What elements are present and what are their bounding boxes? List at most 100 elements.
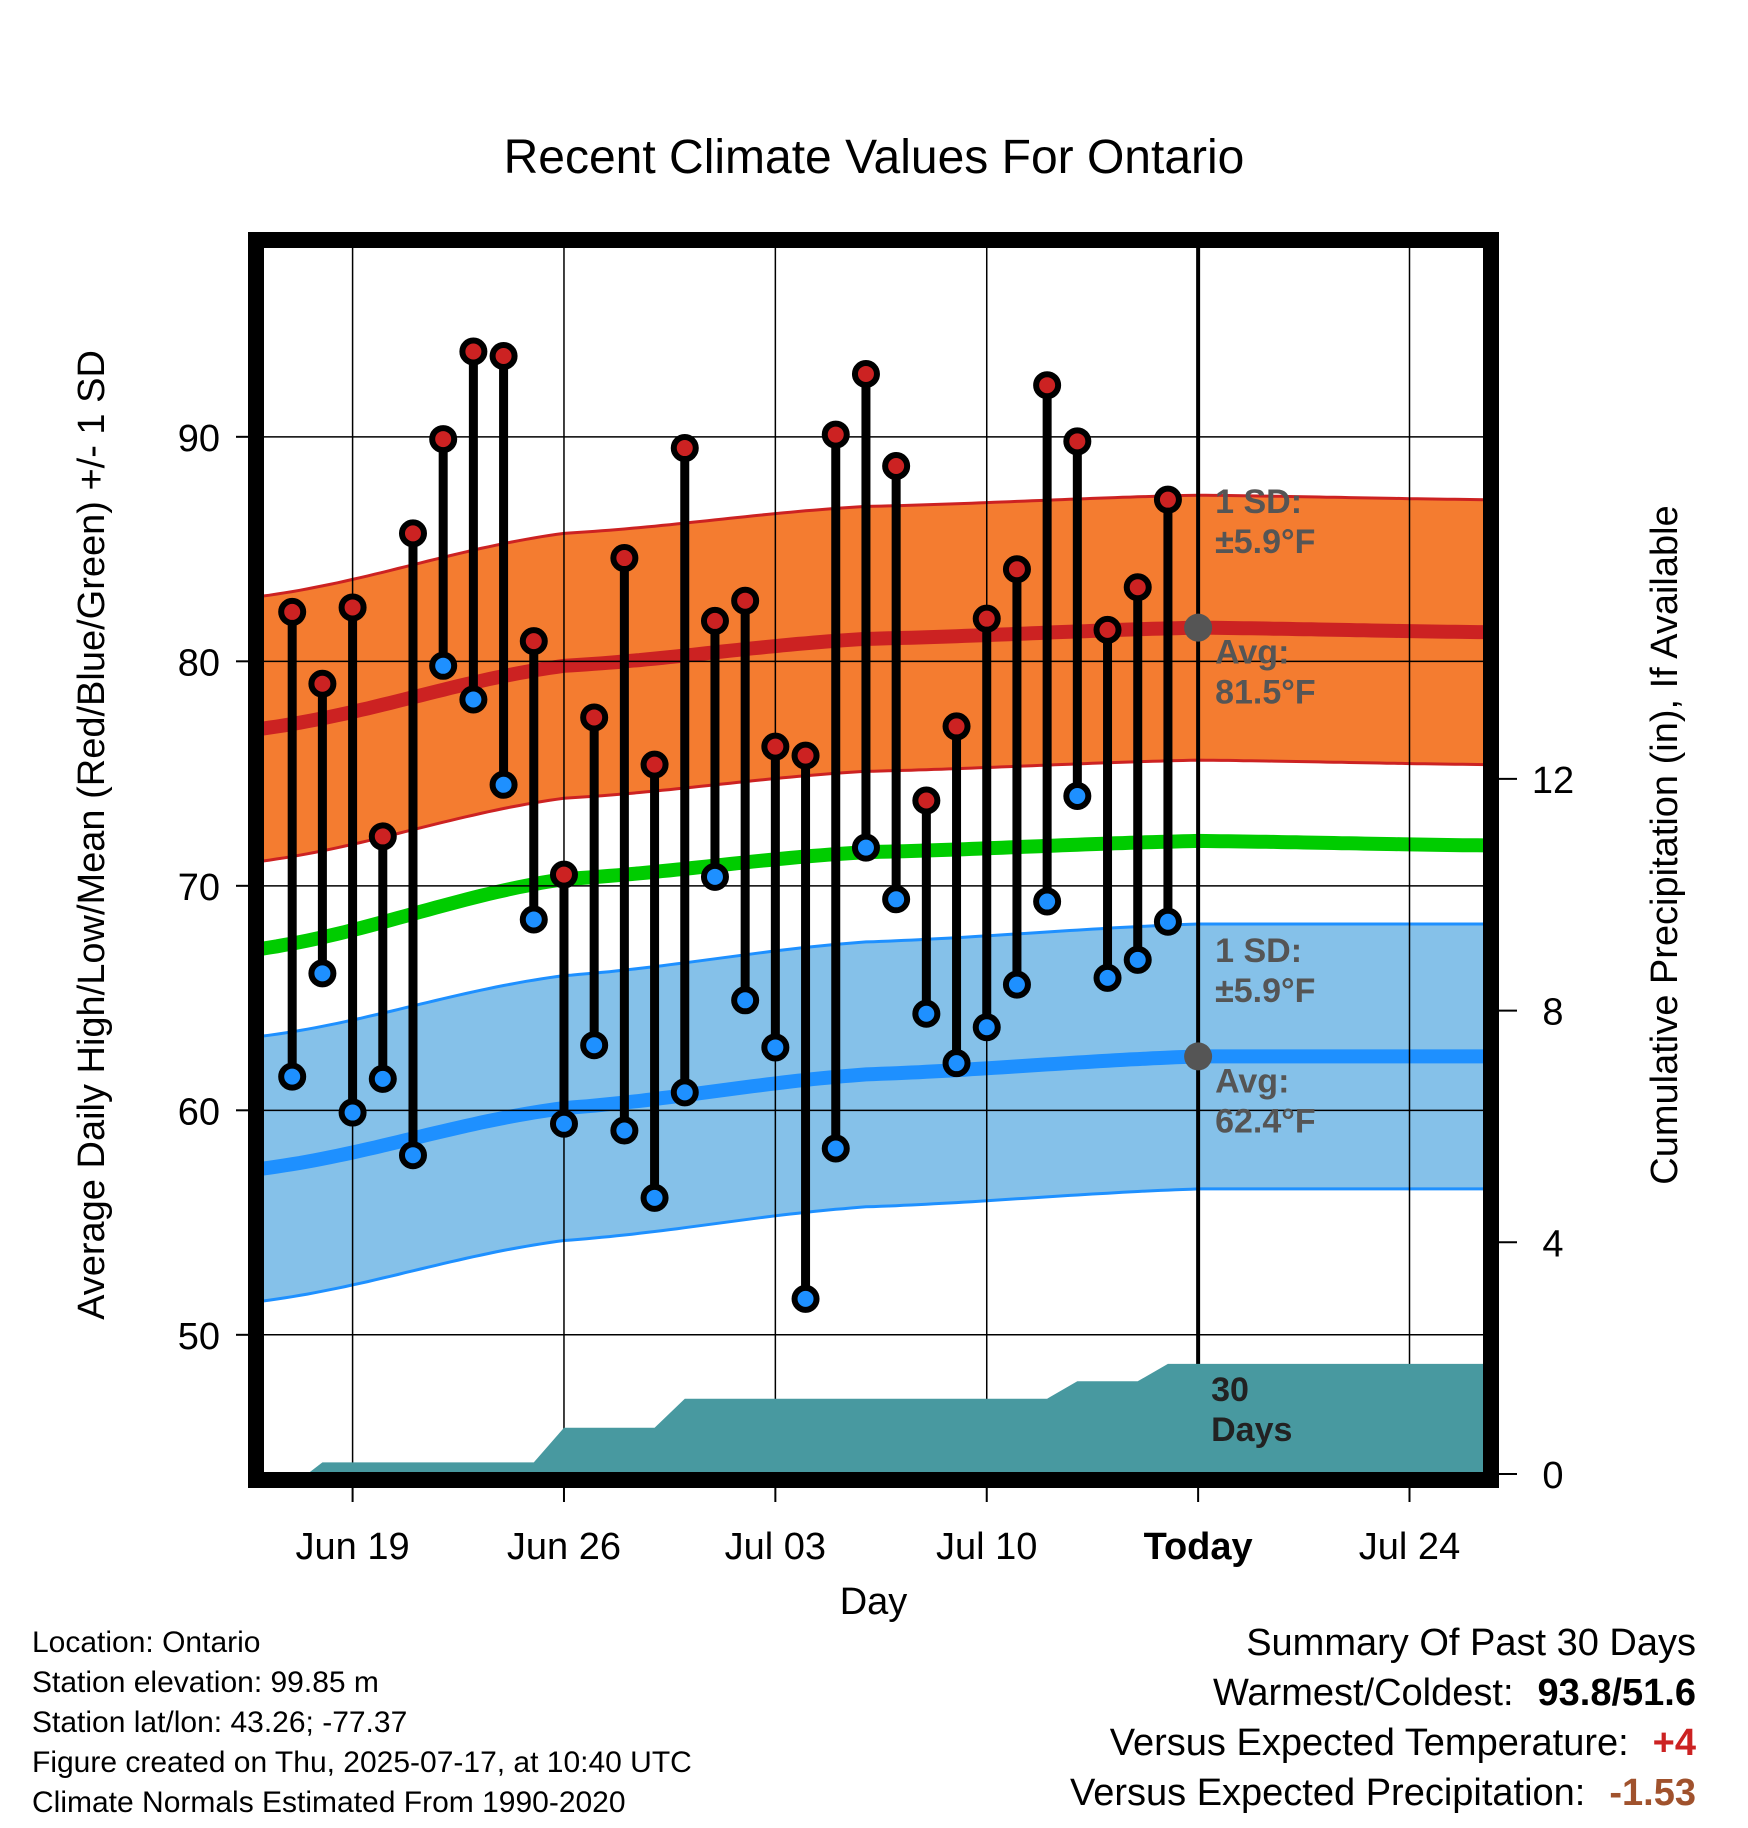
y-tick-label-70: 70 xyxy=(178,867,220,909)
daily-high-point-22 xyxy=(912,786,941,815)
daily-high-point-20 xyxy=(851,359,880,388)
plot-frame xyxy=(248,232,1499,1488)
daily-low-point-1 xyxy=(278,1062,307,1091)
daily-high-point-19 xyxy=(821,420,850,449)
daily-high-point-2 xyxy=(308,669,337,698)
x-tick-label-5: Jul 24 xyxy=(1359,1526,1460,1568)
daily-low-point-28 xyxy=(1093,963,1122,992)
daily-high-point-9 xyxy=(519,627,548,656)
low-avg-value: 62.4°F xyxy=(1215,1102,1316,1140)
daily-high-point-3 xyxy=(338,593,367,622)
summary-warm-cold: Warmest/Coldest: 93.8/51.6 xyxy=(1070,1668,1696,1718)
daily-low-point-11 xyxy=(580,1031,609,1060)
daily-high-point-1 xyxy=(278,597,307,626)
daily-low-point-5 xyxy=(398,1141,427,1170)
high-avg-value: 81.5°F xyxy=(1215,674,1316,712)
daily-high-point-11 xyxy=(580,703,609,732)
daily-high-point-5 xyxy=(398,519,427,548)
normal-high-line xyxy=(262,620,1485,736)
low-sd-value: ±5.9°F xyxy=(1215,972,1315,1010)
high-sd-value: ±5.9°F xyxy=(1215,523,1315,561)
created-text: Figure created on Thu, 2025-07-17, at 10… xyxy=(32,1746,692,1779)
daily-low-point-8 xyxy=(489,770,518,799)
daily-high-point-25 xyxy=(1002,555,1031,584)
summary-temp: Versus Expected Temperature: +4 xyxy=(1070,1718,1696,1768)
days-word-label: Days xyxy=(1211,1411,1292,1449)
cumulative-precip-area xyxy=(262,1363,1485,1474)
daily-low-point-9 xyxy=(519,905,548,934)
daily-low-point-10 xyxy=(549,1109,578,1138)
daily-dots xyxy=(278,337,1182,1313)
x-axis-label: Day xyxy=(840,1581,908,1623)
y-axis-right-label: Cumulative Precipitation (in), If Availa… xyxy=(1644,505,1686,1184)
daily-high-point-16 xyxy=(731,586,760,615)
daily-low-point-25 xyxy=(1002,970,1031,999)
daily-low-point-29 xyxy=(1123,945,1152,974)
daily-high-point-21 xyxy=(882,452,911,481)
x-tick-label-0: Jun 19 xyxy=(296,1526,410,1568)
high-avg-title: Avg: xyxy=(1215,634,1289,672)
precip-value: -1.53 xyxy=(1609,1772,1696,1814)
station-info: Location: Ontario Station elevation: 99.… xyxy=(32,1623,692,1823)
precip-area xyxy=(262,1363,1485,1474)
y2-tick-label-0: 0 xyxy=(1542,1455,1563,1497)
warm-cold-label: Warmest/Coldest: xyxy=(1212,1672,1514,1714)
daily-low-point-24 xyxy=(972,1013,1001,1042)
y-axis-left-label: Average Daily High/Low/Mean (Red/Blue/Gr… xyxy=(71,350,113,1320)
x-tick-label-2: Jul 03 xyxy=(725,1526,826,1568)
axis-labels: Day Average Daily High/Low/Mean (Red/Blue… xyxy=(71,350,1686,1623)
daily-high-point-17 xyxy=(761,732,790,761)
daily-low-point-20 xyxy=(851,833,880,862)
daily-low-point-18 xyxy=(791,1284,820,1313)
plot-border xyxy=(248,232,1499,1488)
daily-low-point-3 xyxy=(338,1098,367,1127)
high-band-lower-edge xyxy=(262,758,1485,863)
low-avg-title: Avg: xyxy=(1215,1062,1289,1100)
chart-title: Recent Climate Values For Ontario xyxy=(503,131,1245,184)
daily-high-point-8 xyxy=(489,342,518,371)
low-sd-title: 1 SD: xyxy=(1215,932,1302,970)
y-tick-label-50: 50 xyxy=(178,1316,220,1358)
daily-low-point-27 xyxy=(1063,782,1092,811)
summary-precip: Versus Expected Precipitation: -1.53 xyxy=(1070,1768,1696,1818)
daily-high-point-18 xyxy=(791,741,820,770)
daily-low-point-7 xyxy=(459,685,488,714)
low-band-upper-edge xyxy=(262,922,1485,1038)
daily-low-point-12 xyxy=(610,1116,639,1145)
summary-heading: Summary Of Past 30 Days xyxy=(1246,1622,1696,1664)
daily-high-point-29 xyxy=(1123,573,1152,602)
latlon-text: Station lat/lon: 43.26; -77.37 xyxy=(32,1706,408,1739)
y-tick-label-60: 60 xyxy=(178,1091,220,1133)
daily-low-point-14 xyxy=(670,1078,699,1107)
normals-text: Climate Normals Estimated From 1990-2020 xyxy=(32,1786,626,1819)
days-count-label: 30 xyxy=(1211,1371,1249,1409)
daily-high-point-13 xyxy=(640,750,669,779)
normal-low-line xyxy=(262,1049,1485,1176)
x-tick-label-4: Today xyxy=(1144,1526,1253,1568)
warm-cold-value: 93.8/51.6 xyxy=(1537,1672,1696,1714)
daily-low-point-23 xyxy=(942,1049,971,1078)
y-tick-label-80: 80 xyxy=(178,642,220,684)
y-tick-label-90: 90 xyxy=(178,418,220,460)
daily-low-point-22 xyxy=(912,999,941,1028)
daily-high-point-7 xyxy=(459,337,488,366)
daily-stems xyxy=(287,351,1173,1299)
daily-high-point-28 xyxy=(1093,615,1122,644)
daily-high-point-4 xyxy=(368,822,397,851)
elevation-text: Station elevation: 99.85 m xyxy=(32,1666,379,1699)
daily-high-point-24 xyxy=(972,604,1001,633)
temp-value: +4 xyxy=(1652,1722,1696,1764)
daily-high-point-10 xyxy=(549,860,578,889)
daily-low-point-13 xyxy=(640,1183,669,1212)
y2-tick-label-12: 12 xyxy=(1532,760,1574,802)
location-text: Location: Ontario xyxy=(32,1626,261,1659)
high-band-upper-edge xyxy=(262,493,1485,598)
daily-low-point-30 xyxy=(1153,907,1182,936)
low-band-lower-edge xyxy=(262,1187,1485,1303)
daily-high-point-23 xyxy=(942,712,971,741)
summary-panel: Summary Of Past 30 Days Warmest/Coldest:… xyxy=(1070,1618,1696,1818)
daily-high-point-15 xyxy=(700,606,729,635)
today-low-avg-marker xyxy=(1184,1042,1213,1071)
